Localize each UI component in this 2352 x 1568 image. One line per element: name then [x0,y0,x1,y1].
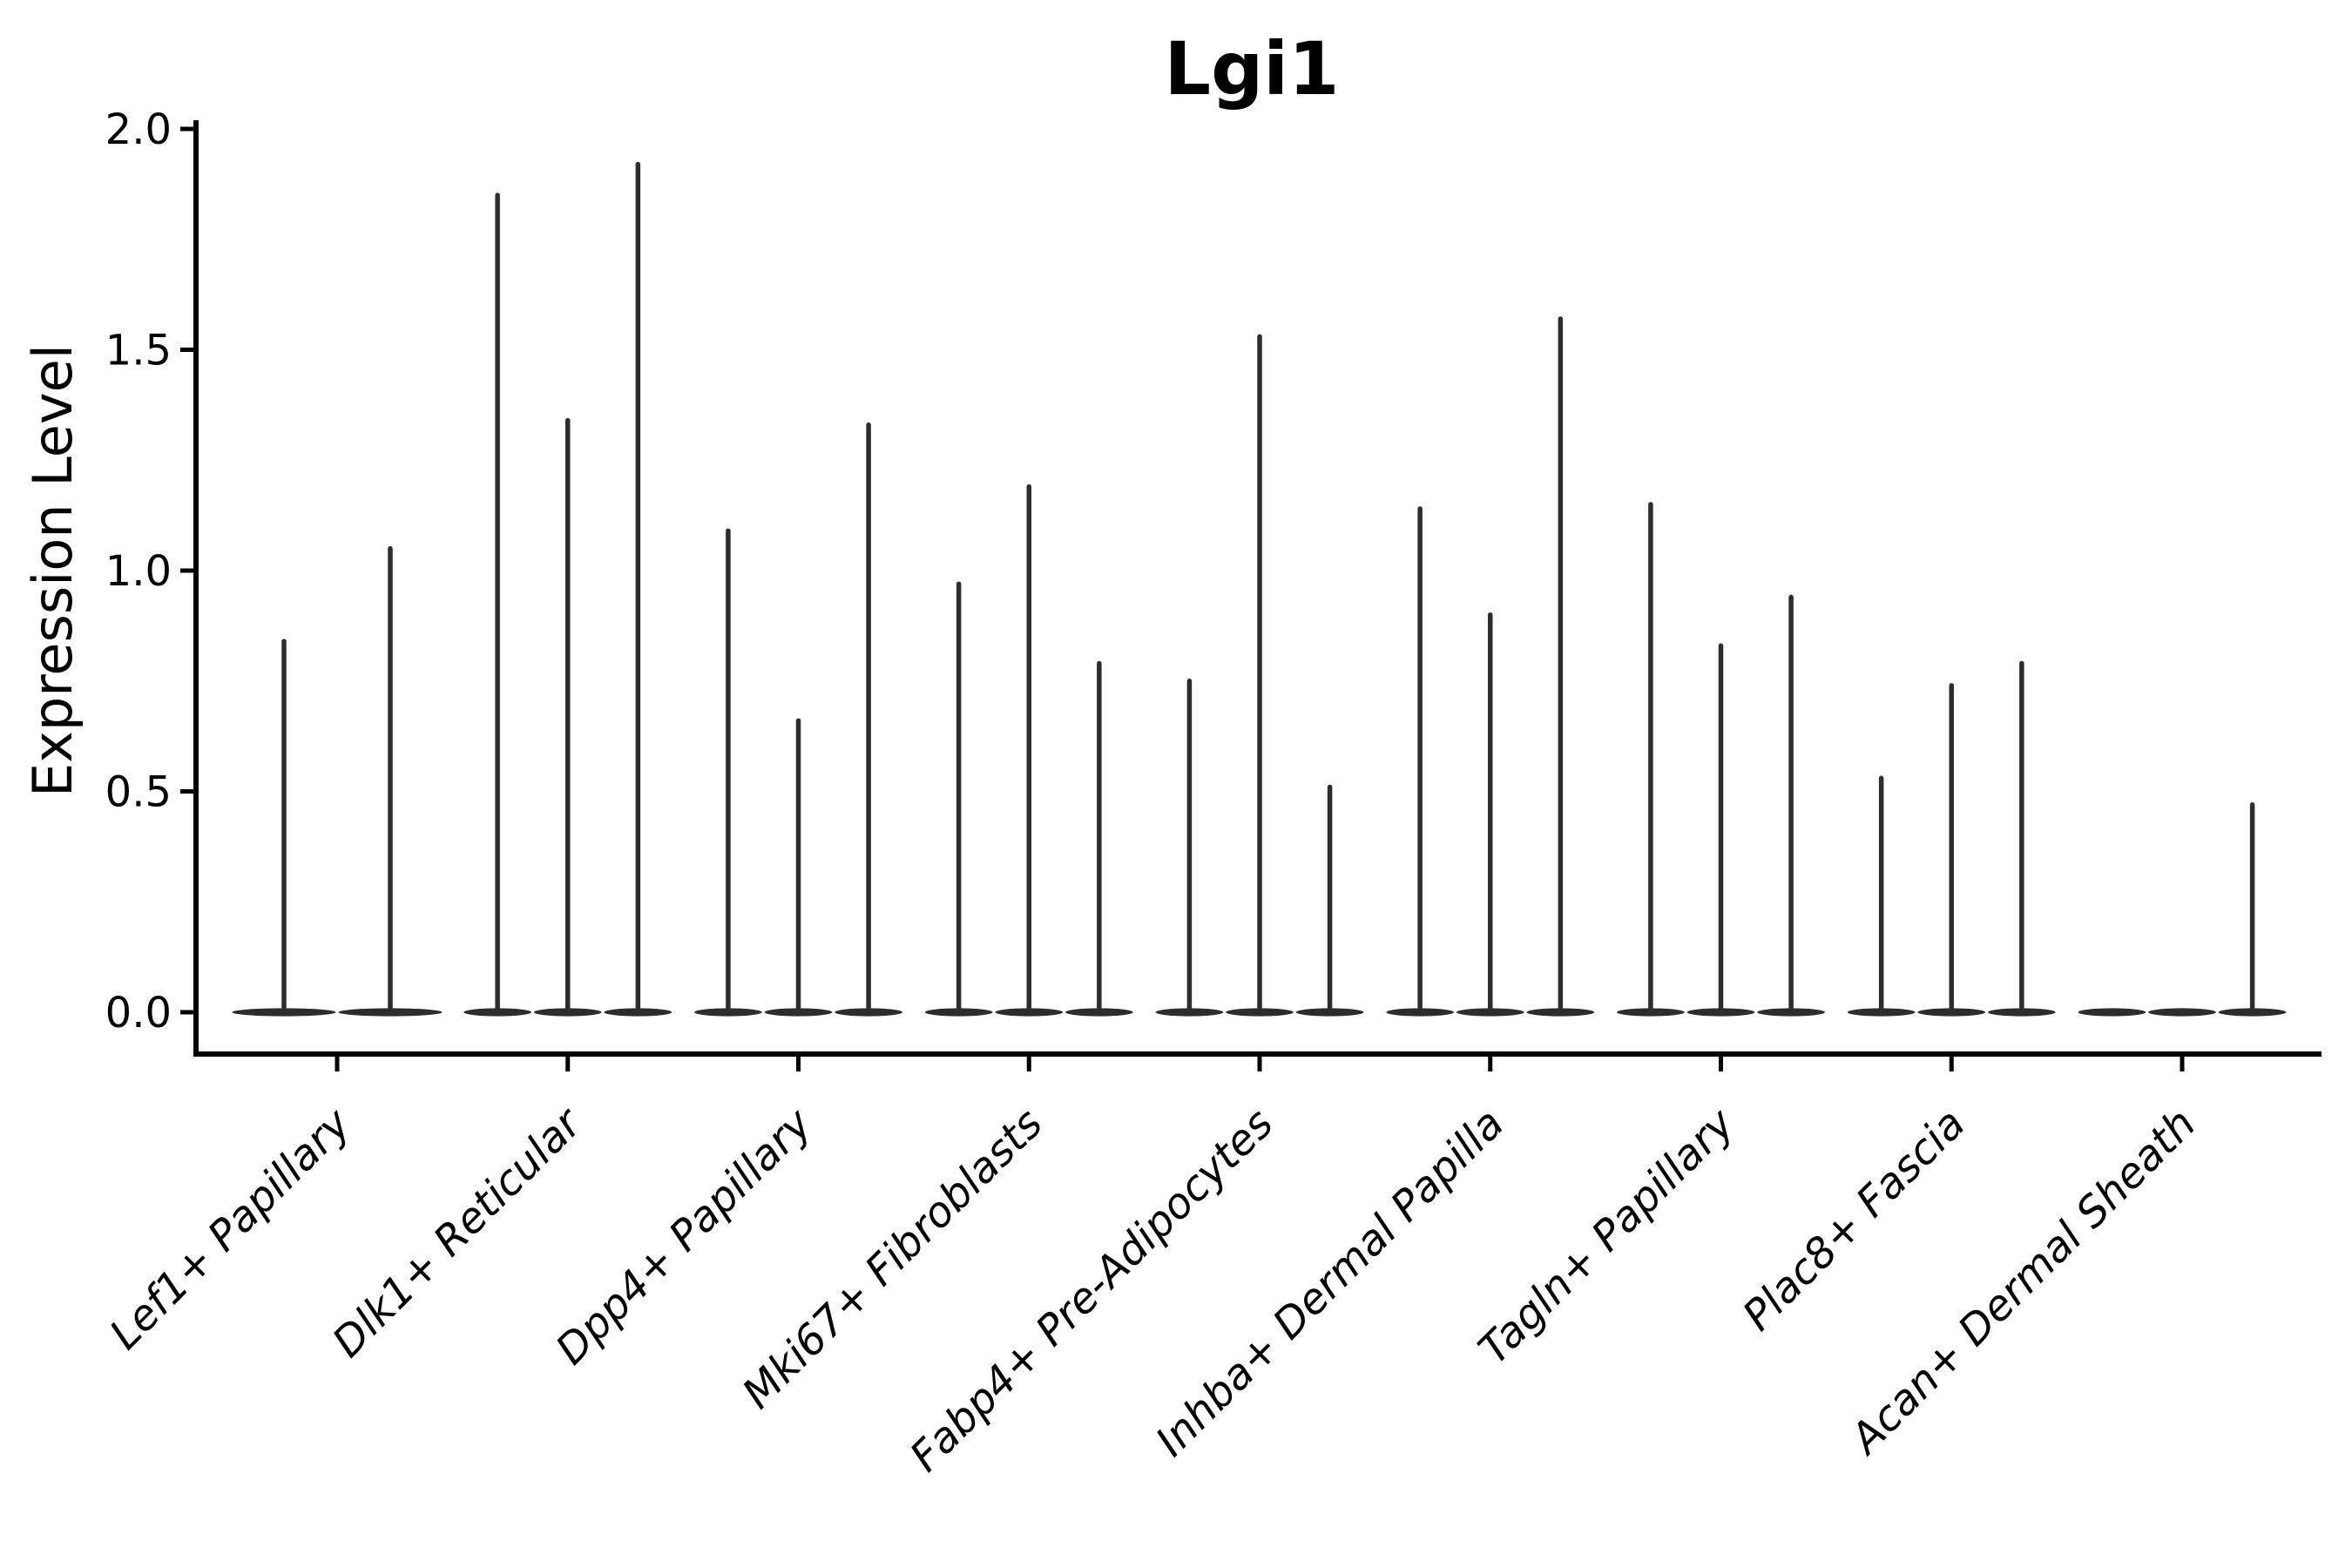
violins [232,161,2287,1017]
violin-base [2148,1008,2216,1017]
violin-base [2078,1008,2146,1017]
y-tick-label: 1.0 [105,547,172,596]
violin-group [1617,502,1825,1017]
x-tick-label: Tagln+ Papillary [1470,1098,1745,1374]
x-tick-label: Fabp4+ Pre-Adipocytes [901,1099,1283,1482]
chart-title: Lgi1 [1165,26,1340,112]
y-tick-label: 1.5 [105,327,172,375]
x-tick-label: Lef1+ Papillary [100,1098,361,1359]
violin-group [1155,334,1364,1017]
x-tick-label: Dpp4+ Papillary [546,1098,821,1374]
violin-group [694,422,902,1017]
violin-group [1847,660,2056,1017]
violin-group [2078,801,2287,1017]
y-tick-label: 0.0 [105,989,172,1037]
y-axis-label: Expression Level [21,344,84,797]
violin-group [924,483,1133,1017]
x-tick-label: Plac8+ Fascia [1734,1099,1975,1341]
violin-group [232,545,443,1017]
violin-group [463,161,672,1017]
violin-group [1386,316,1595,1017]
y-tick-label: 2.0 [105,105,172,154]
y-tick-label: 0.5 [105,768,172,817]
x-tick-label: Dlk1+ Reticular [323,1098,593,1368]
y-axis-ticks: 0.0 0.5 1.0 1.5 2.0 [105,105,196,1037]
